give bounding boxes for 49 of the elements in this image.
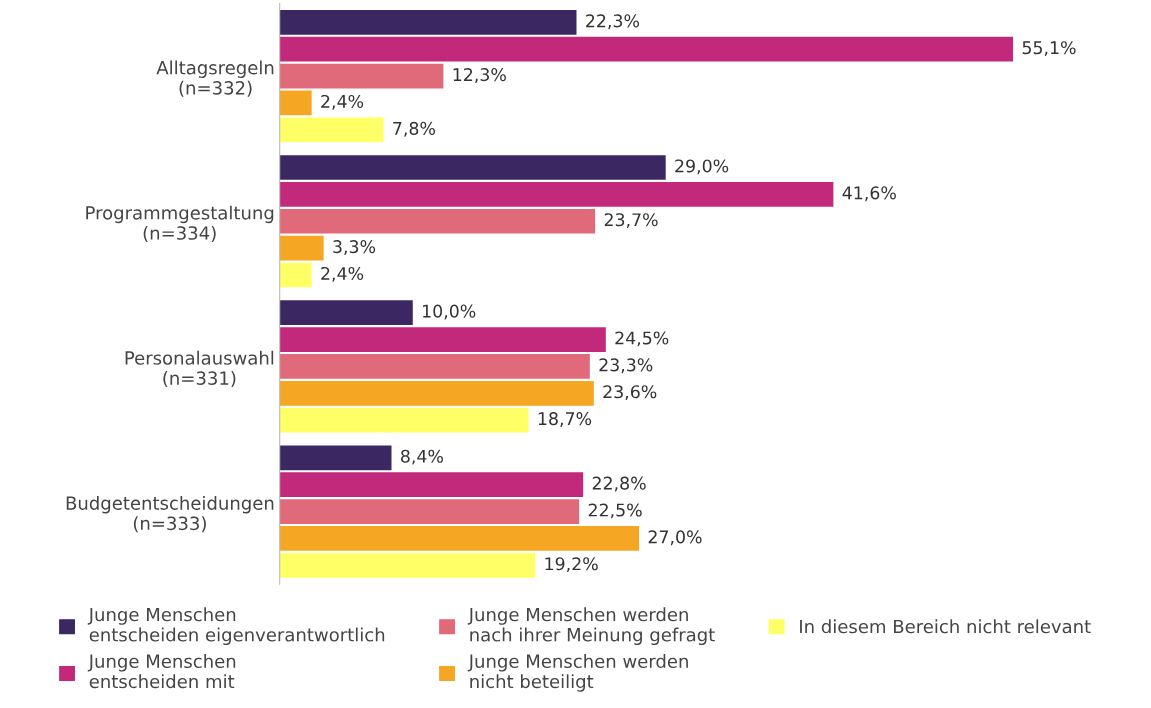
data-label: 8,4% (401, 449, 443, 465)
data-label: 23,3% (599, 358, 653, 374)
data-label: 27,0% (648, 530, 702, 546)
data-label: 29,0% (675, 159, 729, 175)
legend-label: Junge Menschen entscheiden eigenverantwortlich (87, 607, 385, 646)
data-label: 22,3% (586, 14, 640, 30)
data-label: 19,2% (545, 557, 598, 573)
bar (279, 208, 596, 234)
data-label: 23,6% (603, 385, 657, 401)
legend-label: Junge Menschen werden nicht beteiligt (467, 654, 688, 692)
bar (279, 9, 577, 35)
bar (279, 36, 1014, 62)
legend-label: In diesem Bereich nicht relevant (800, 619, 1091, 634)
bar (279, 327, 606, 352)
bar (279, 155, 666, 180)
y-tick-label: Alltagsregeln (n=332) (156, 60, 274, 97)
data-label: 18,7% (538, 412, 592, 427)
data-label: 23,7% (604, 213, 658, 229)
bar (279, 407, 529, 433)
data-label: 2,4% (321, 94, 364, 110)
data-label: 7,8% (393, 121, 435, 137)
data-label: 22,5% (588, 503, 642, 519)
y-tick-label: Budgetentscheidungen (n=333) (66, 495, 274, 533)
legend-label: Junge Menschen werden nach ihrer Meinung gefragt (467, 607, 715, 646)
bar (279, 526, 640, 551)
bar (279, 552, 536, 578)
data-label: 12,3% (453, 68, 506, 83)
data-label: 22,8% (592, 476, 646, 492)
bar (279, 354, 590, 379)
data-label: 41,6% (842, 186, 896, 202)
legend-label: Junge Menschen entscheiden mit (87, 654, 236, 689)
bar (279, 445, 392, 471)
bar (279, 90, 312, 116)
bar (279, 262, 312, 288)
data-label: 3,3% (333, 240, 376, 255)
bar (279, 117, 384, 143)
data-label: 24,5% (615, 331, 669, 347)
data-label: 2,4% (321, 266, 364, 282)
bar (279, 63, 444, 89)
bar (279, 499, 580, 524)
bar (279, 380, 594, 406)
data-label: 10,0% (423, 304, 476, 320)
bar (279, 300, 413, 325)
y-tick-label: Personalauswahl (n=331) (125, 350, 274, 388)
data-label: 55,1% (1022, 41, 1076, 57)
y-tick-label: Programmgestaltung (n=334) (86, 205, 274, 242)
bar (279, 472, 584, 498)
bar (279, 182, 834, 207)
bar (279, 235, 324, 261)
